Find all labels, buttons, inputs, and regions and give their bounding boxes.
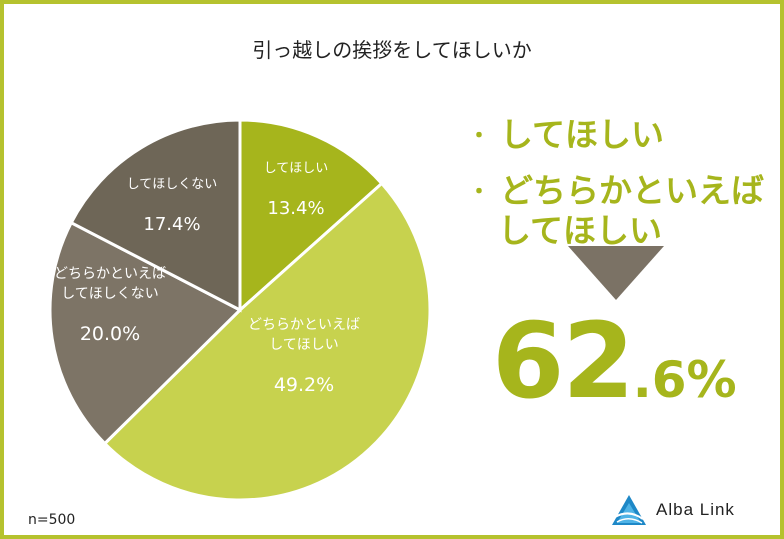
callout-bullet-2: ・どちらかといえば — [468, 172, 764, 212]
pie-slice-2 — [48, 220, 243, 446]
chart-title: 引っ越しの挨拶をしてほしいか — [252, 38, 532, 62]
pie-slice-0 — [238, 118, 384, 314]
slice-label-1-line-0: どちらかといえば — [248, 317, 360, 333]
callout-line-1: してほしい — [500, 115, 665, 154]
total-percentage: 62.6% — [492, 300, 737, 422]
callout-line-2b: してほしい — [498, 211, 663, 250]
slice-label-2-line-0: どちらかといえば — [54, 266, 166, 282]
slice-label-0-line-0: してほしい — [264, 161, 329, 176]
callout-line-2a: どちらかといえば — [500, 171, 765, 210]
slice-value-3: 17.4% — [143, 214, 200, 235]
slice-label-3-line-0: してほしくない — [127, 177, 218, 192]
slice-value-2: 20.0% — [80, 323, 140, 345]
alba-link-logo-icon — [612, 495, 646, 525]
slice-label-2-line-1: してほしくない — [61, 286, 159, 302]
slice-value-1: 49.2% — [274, 374, 334, 396]
pie-slice-1 — [102, 181, 432, 502]
bullet-icon: ・ — [468, 123, 491, 149]
slice-value-0: 13.4% — [267, 198, 324, 219]
total-decimal: .6% — [632, 351, 737, 409]
slice-label-1-line-1: してほしい — [269, 337, 339, 353]
pie-slice-3 — [69, 118, 242, 313]
logo-text: Alba Link — [656, 500, 735, 519]
logo: Alba Link — [612, 495, 735, 525]
sample-size: n=500 — [28, 512, 76, 528]
bullet-icon: ・ — [468, 179, 491, 205]
callout-bullet-1: ・してほしい — [468, 116, 664, 156]
down-arrow-icon — [568, 246, 664, 300]
total-integer: 62 — [492, 300, 635, 422]
